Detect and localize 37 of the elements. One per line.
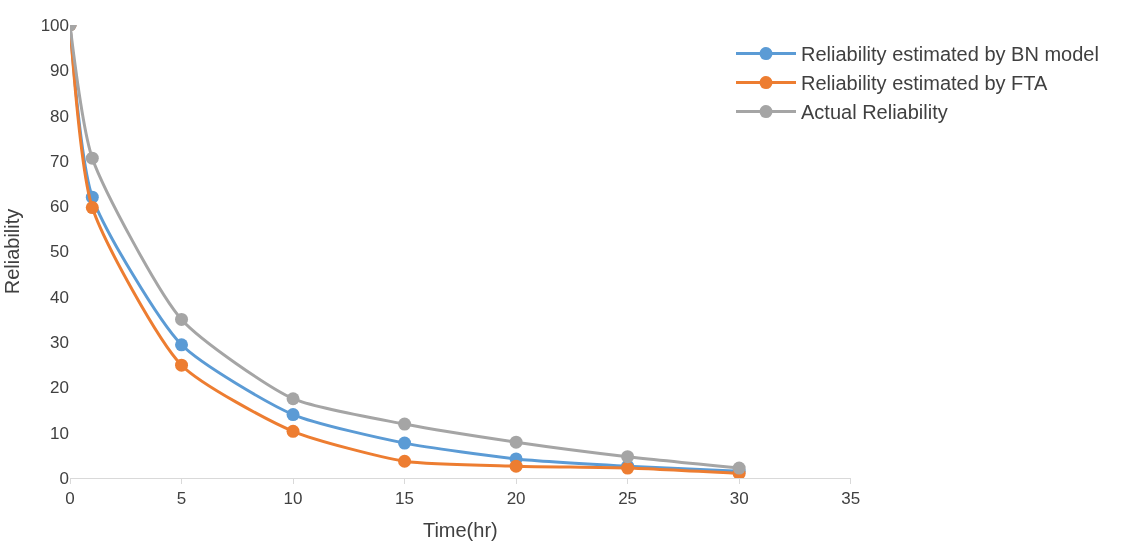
legend-label: Actual Reliability: [801, 101, 948, 124]
x-tick-label: 10: [283, 489, 303, 509]
legend-label: Reliability estimated by FTA: [801, 72, 1049, 95]
y-tick-label: 80: [50, 106, 69, 126]
y-tick-label: 90: [50, 61, 69, 81]
x-tick-label: 20: [506, 489, 526, 509]
y-tick-label: 40: [50, 287, 69, 307]
y-tick-label: 50: [50, 242, 69, 262]
y-tick-label: 0: [59, 468, 69, 488]
point: [509, 435, 523, 449]
point: [175, 312, 189, 326]
x-tick-label: 35: [841, 489, 861, 509]
x-tick-label: 15: [395, 489, 415, 509]
x-tick-label: 5: [176, 489, 187, 509]
point: [398, 454, 412, 468]
y-tick-label: 20: [50, 378, 69, 398]
y-axis-title: Reliability: [1, 208, 24, 295]
point: [286, 408, 300, 422]
x-tick-label: 30: [729, 489, 749, 509]
y-tick-label: 10: [50, 423, 69, 443]
point: [398, 436, 412, 450]
point: [509, 459, 523, 473]
point: [286, 392, 300, 406]
y-tick-label: 70: [50, 151, 69, 171]
point: [286, 424, 300, 438]
point: [85, 201, 99, 215]
point: [85, 151, 99, 165]
y-tick-label: 100: [40, 15, 69, 35]
legend-label: Reliability estimated by BN model: [801, 43, 1099, 66]
y-tick-label: 60: [50, 197, 69, 217]
point: [175, 358, 189, 372]
point: [175, 338, 189, 352]
x-axis-title: Time(hr): [422, 518, 498, 541]
y-tick-label: 30: [50, 333, 69, 353]
point: [398, 417, 412, 431]
x-tick-label: 25: [618, 489, 638, 509]
point: [621, 450, 635, 464]
